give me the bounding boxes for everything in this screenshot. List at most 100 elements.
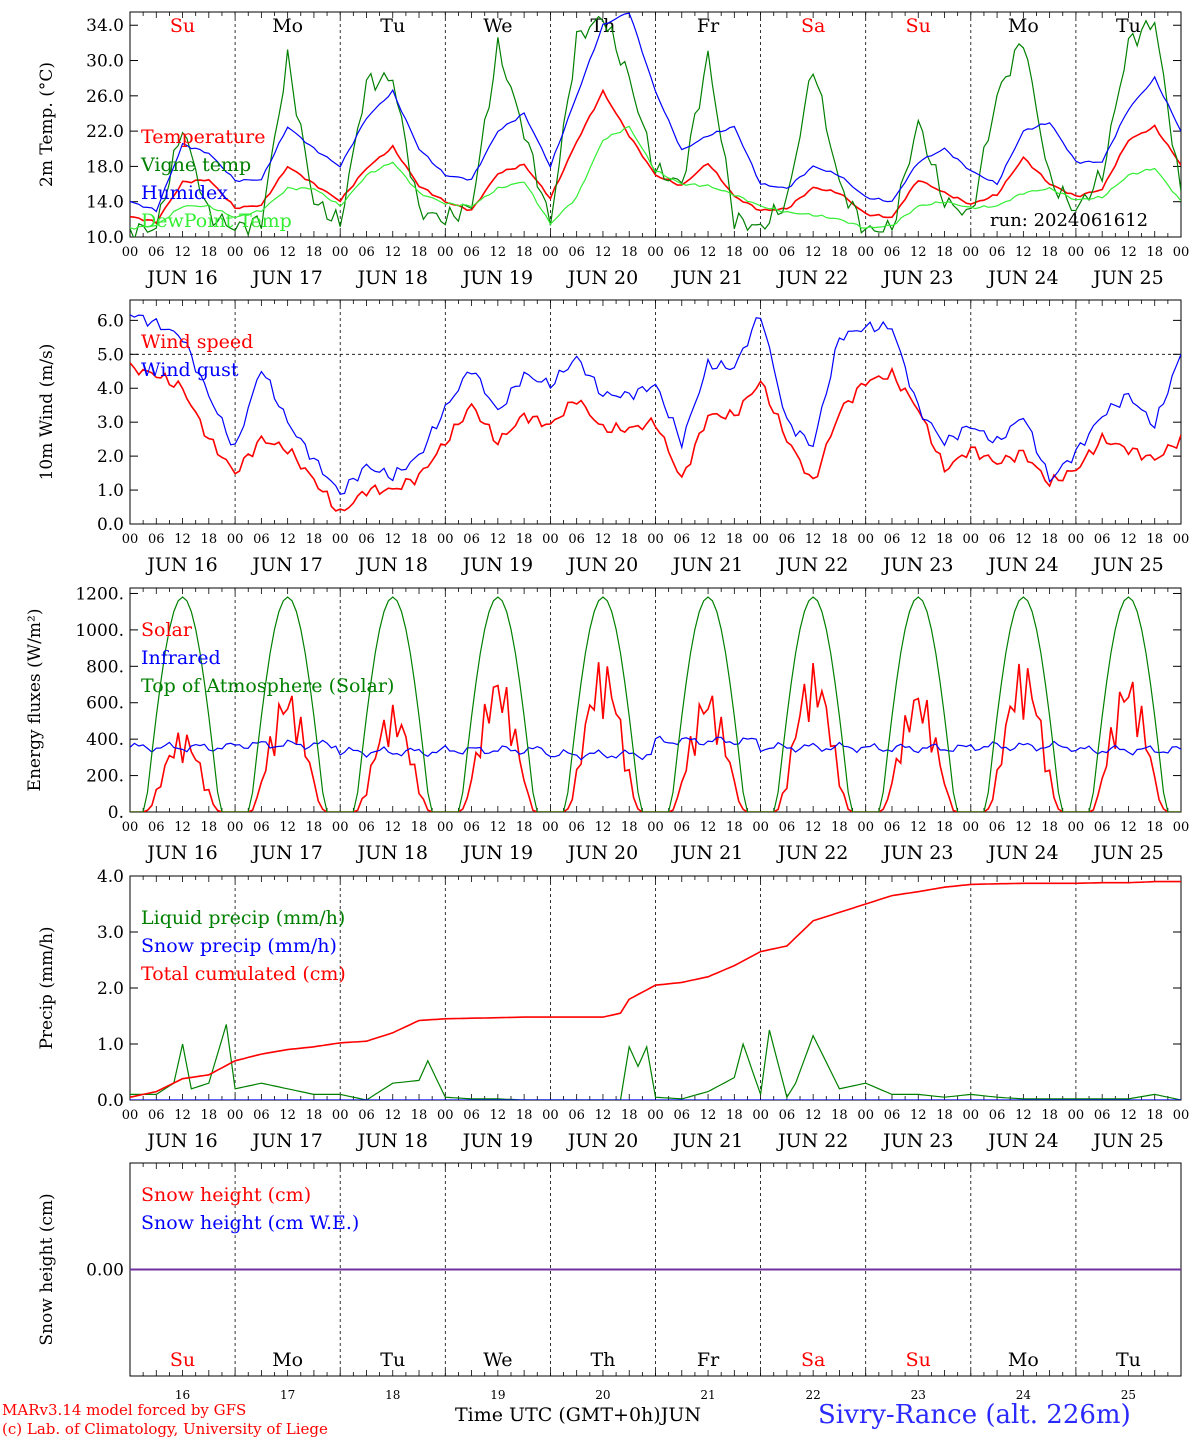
date-label: JUN 16 [145,554,217,576]
date-label: JUN 16 [145,842,217,864]
day-name: Su [906,1349,931,1371]
hour-tick-label: 18 [306,245,323,260]
y-tick-label: 6.0 [97,311,124,331]
hour-tick-label: 00 [752,820,769,835]
date-label: 16 [175,1388,190,1402]
hour-tick-label: 00 [1068,1108,1085,1123]
hour-tick-label: 18 [201,532,218,547]
hour-tick-label: 12 [174,532,191,547]
hour-tick-label: 00 [437,820,454,835]
day-name: Tu [1116,15,1141,37]
hour-tick-label: 06 [148,245,165,260]
y-tick-label: 3.0 [97,923,124,943]
hour-tick-label: 06 [1094,820,1111,835]
y-tick-label: 22.0 [86,122,124,142]
y-tick-label: 30.0 [86,52,124,72]
date-label: JUN 21 [671,1130,743,1152]
date-label: 23 [911,1388,926,1402]
hour-tick-label: 00 [437,245,454,260]
date-label: JUN 18 [356,842,428,864]
panel-energy: 0. 200. 400. 600. 800. 1000. 1200. Energy fluxe… [25,584,1189,864]
hour-tick-label: 18 [1041,532,1058,547]
hour-tick-label: 12 [1120,1108,1137,1123]
y-tick-label: 2.0 [97,979,124,999]
date-label: JUN 20 [566,842,638,864]
hour-tick-label: 06 [989,532,1006,547]
date-label: JUN 17 [250,842,322,864]
date-label: JUN 20 [566,1130,638,1152]
y-axis-label: Precip (mm/h) [37,926,57,1049]
date-label: JUN 19 [461,842,533,864]
y-axis-label: Energy fluxes (W/m²) [25,609,45,792]
hour-tick-label: 06 [568,820,585,835]
hour-tick-label: 06 [989,820,1006,835]
hour-tick-label: 00 [647,532,664,547]
hour-tick-label: 06 [358,245,375,260]
hour-tick-label: 00 [437,1108,454,1123]
hour-tick-label: 06 [884,820,901,835]
legend-entry: DewPoint Temp [141,210,292,232]
legend-entry: Snow height (cm) [141,1184,311,1206]
date-label: 17 [280,1388,295,1402]
hour-tick-label: 06 [779,1108,796,1123]
panel-frame [129,299,1182,525]
hour-tick-label: 00 [857,532,874,547]
panel-precip: 0.0 1.0 2.0 3.0 4.0 Precip (mm/h) 00 06 12 18 00 06… [37,867,1189,1152]
day-name: Su [170,15,195,37]
hour-tick-label: 00 [1068,532,1085,547]
x-axis-month: JUN [660,1404,701,1426]
date-label: JUN 22 [776,267,848,289]
hour-tick-label: 00 [542,532,559,547]
hour-tick-label: 12 [384,820,401,835]
panel-temp: 10.0 14.0 18.0 22.0 26.0 30.0 34.0 2m Temp. (°C… [37,11,1189,289]
hour-tick-label: 06 [779,532,796,547]
legend-entry: Wind speed [141,331,253,353]
hour-tick-label: 18 [726,532,743,547]
hour-tick-label: 12 [1120,820,1137,835]
hour-tick-label: 12 [1120,245,1137,260]
hour-tick-label: 18 [1041,245,1058,260]
hour-tick-label: 00 [647,820,664,835]
y-tick-label: 200. [86,767,124,787]
y-tick-label: 0.0 [97,515,124,535]
hour-tick-label: 18 [621,532,638,547]
hour-tick-label: 00 [752,1108,769,1123]
y-tick-label: 2.0 [97,447,124,467]
hour-tick-label: 18 [411,532,428,547]
hour-tick-label: 06 [674,1108,691,1123]
hour-tick-label: 06 [253,820,270,835]
date-label: 25 [1121,1388,1136,1402]
hour-tick-label: 00 [437,532,454,547]
hour-tick-label: 06 [358,1108,375,1123]
series-line [130,662,1181,812]
date-label: JUN 23 [881,1130,953,1152]
hour-tick-label: 18 [831,245,848,260]
hour-tick-label: 18 [201,820,218,835]
hour-tick-label: 12 [700,532,717,547]
hour-tick-label: 18 [621,820,638,835]
y-tick-label: 0.00 [86,1261,124,1281]
y-tick-label: 1.0 [97,481,124,501]
hour-tick-label: 00 [122,820,139,835]
hour-tick-label: 18 [516,820,533,835]
legend-entry: Vigne temp [140,154,251,176]
hour-tick-label: 00 [1068,245,1085,260]
day-name: Tu [380,15,405,37]
date-label: JUN 25 [1091,554,1163,576]
hour-tick-label: 06 [463,245,480,260]
hour-tick-label: 06 [568,245,585,260]
date-label: JUN 22 [776,1130,848,1152]
y-tick-label: 3.0 [97,413,124,433]
date-label: JUN 21 [671,554,743,576]
hour-tick-label: 12 [595,532,612,547]
date-label: JUN 21 [671,842,743,864]
hour-tick-label: 00 [647,1108,664,1123]
date-label: 19 [490,1388,505,1402]
hour-tick-label: 06 [779,820,796,835]
hour-tick-label: 00 [752,532,769,547]
date-label: JUN 25 [1091,267,1163,289]
day-name: Su [170,1349,195,1371]
y-tick-label: 26.0 [86,87,124,107]
hour-tick-label: 12 [279,820,296,835]
